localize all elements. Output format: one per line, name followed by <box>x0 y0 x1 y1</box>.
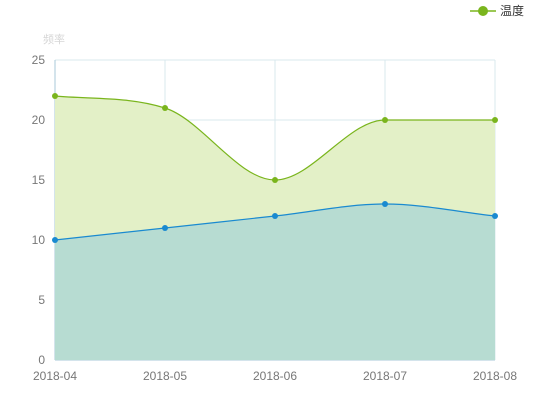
x-tick-label: 2018-08 <box>473 369 517 383</box>
data-point <box>272 213 278 219</box>
data-point <box>162 225 168 231</box>
data-point <box>382 117 388 123</box>
legend-label: 温度 <box>499 4 524 18</box>
legend-item-temperature[interactable]: 温度 <box>469 2 524 19</box>
series-area-1 <box>55 204 495 360</box>
data-point <box>162 105 168 111</box>
x-tick-label: 2018-07 <box>363 369 407 383</box>
legend-line-dot-icon <box>469 5 496 16</box>
data-point <box>492 117 498 123</box>
x-tick-label: 2018-05 <box>143 369 187 383</box>
y-tick-label: 10 <box>32 233 46 247</box>
y-tick-label: 5 <box>38 293 45 307</box>
x-tick-label: 2018-04 <box>33 369 77 383</box>
y-axis-title: 频率 <box>43 34 65 46</box>
y-tick-label: 25 <box>32 53 46 67</box>
data-point <box>52 237 58 243</box>
data-point <box>52 93 58 99</box>
y-tick-label: 15 <box>32 173 46 187</box>
data-point <box>272 177 278 183</box>
data-point <box>492 213 498 219</box>
y-tick-label: 0 <box>38 353 45 367</box>
x-tick-label: 2018-06 <box>253 369 297 383</box>
y-tick-label: 20 <box>32 113 46 127</box>
data-point <box>382 201 388 207</box>
